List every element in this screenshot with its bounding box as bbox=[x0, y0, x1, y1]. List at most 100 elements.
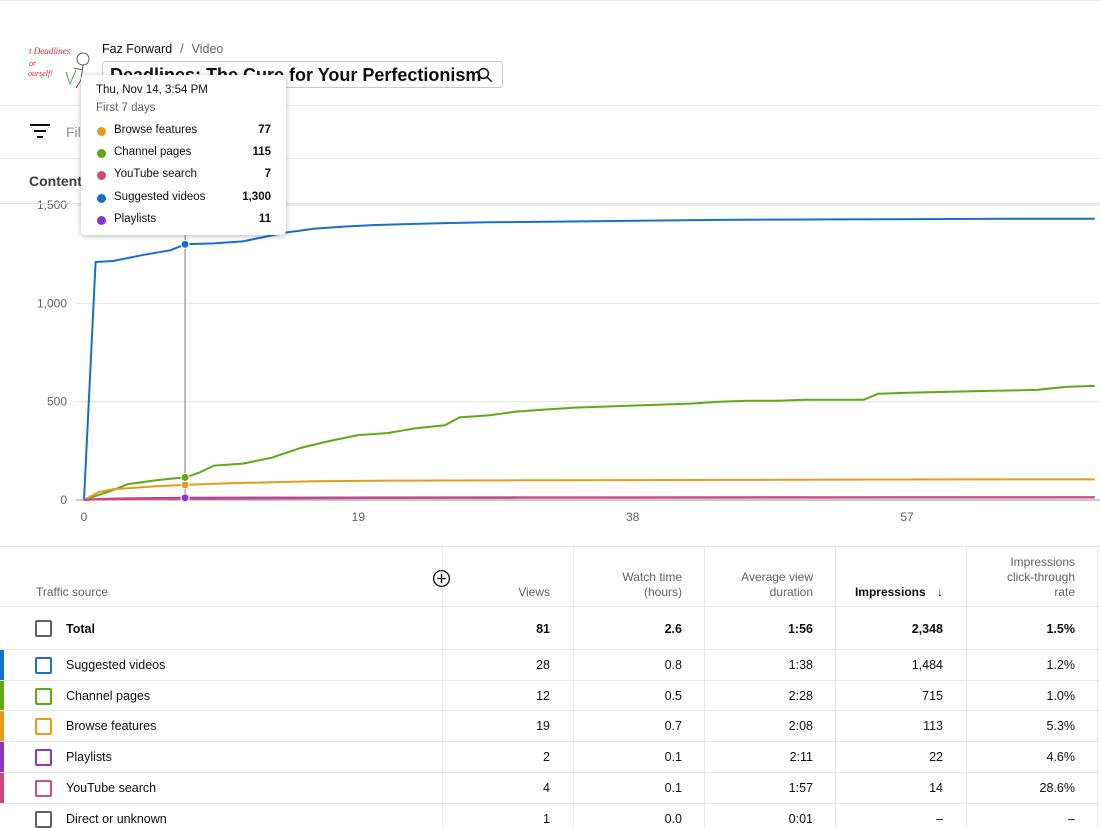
cell-views: 28 bbox=[536, 658, 550, 672]
cell-views: 4 bbox=[543, 780, 550, 795]
add-column-icon[interactable] bbox=[432, 569, 451, 588]
row-label: Browse features bbox=[66, 719, 157, 734]
cell-views: 19 bbox=[536, 719, 550, 734]
x-tick-label: 0 bbox=[81, 510, 88, 524]
cell-watch-time: 0.1 bbox=[664, 780, 682, 795]
cell-impressions: 2,348 bbox=[911, 622, 943, 636]
header-line: rate bbox=[1054, 585, 1075, 599]
column-divider bbox=[704, 546, 705, 828]
breadcrumb-channel[interactable]: Faz Forward bbox=[102, 42, 173, 56]
header-impressions[interactable]: Impressions ↓ bbox=[855, 585, 943, 600]
cell-ctr: 1.2% bbox=[1046, 658, 1076, 672]
table-row[interactable]: Playlists 2 0.1 2:11 22 4.6% bbox=[0, 741, 1100, 773]
cell-avg-duration: 2:08 bbox=[788, 719, 813, 734]
header-traffic-source[interactable]: Traffic source bbox=[36, 585, 109, 599]
row-checkbox[interactable] bbox=[35, 749, 52, 767]
header-watch-time[interactable]: Watch time (hours) bbox=[622, 570, 682, 600]
tooltip-row: Playlists 11 bbox=[96, 212, 271, 228]
header-line: Average view bbox=[741, 570, 813, 584]
series-line-channel-pages[interactable] bbox=[83, 384, 1095, 501]
svg-text:ourself!: ourself! bbox=[28, 69, 53, 78]
tooltip-label: Suggested videos bbox=[114, 191, 206, 203]
hover-point bbox=[180, 472, 190, 482]
y-tick-label: 500 bbox=[47, 395, 67, 409]
tooltip-label: YouTube search bbox=[114, 168, 197, 180]
cell-ctr: 28.6% bbox=[1039, 780, 1075, 795]
table-row-total[interactable]: Total 81 2.6 1:56 2,348 1.5% bbox=[0, 606, 1100, 649]
table-row[interactable]: Direct or unknown 1 0.0 0:01 – – bbox=[0, 802, 1100, 828]
row-color-bar bbox=[0, 650, 4, 680]
svg-text:t Deadlines: t Deadlines bbox=[29, 46, 71, 56]
tooltip-value: 1,300 bbox=[242, 191, 271, 203]
table-row[interactable]: Channel pages 12 0.5 2:28 715 1.0% bbox=[0, 679, 1100, 711]
series-line-youtube-search[interactable] bbox=[83, 496, 1095, 501]
y-tick-label: 0 bbox=[60, 493, 67, 507]
traffic-chart[interactable]: 0 500 1,000 1,500 0 19 38 57 bbox=[0, 195, 1100, 535]
header-line: (hours) bbox=[643, 585, 682, 599]
row-label: Total bbox=[66, 622, 95, 636]
row-label: YouTube search bbox=[66, 780, 157, 795]
column-divider bbox=[966, 546, 967, 828]
cell-views: 81 bbox=[536, 622, 550, 636]
series-line-suggested-videos[interactable] bbox=[83, 217, 1095, 501]
hover-point bbox=[180, 493, 190, 503]
x-tick-label: 38 bbox=[626, 510, 640, 524]
column-divider bbox=[442, 546, 443, 828]
row-label: Direct or unknown bbox=[66, 811, 167, 826]
cell-watch-time: 0.5 bbox=[664, 688, 682, 703]
header-line: Impressions bbox=[1010, 555, 1075, 569]
checkbox-total[interactable] bbox=[35, 620, 52, 637]
row-checkbox[interactable] bbox=[35, 657, 52, 674]
filter-icon[interactable] bbox=[30, 123, 50, 139]
cell-impressions: – bbox=[936, 811, 943, 826]
cell-avg-duration: 1:57 bbox=[788, 780, 813, 795]
header-ctr[interactable]: Impressions click-through rate bbox=[1007, 555, 1075, 600]
table-row[interactable]: Browse features 19 0.7 2:08 113 5.3% bbox=[0, 710, 1100, 742]
cell-ctr: – bbox=[1068, 811, 1075, 826]
video-thumbnail[interactable]: t Deadlines or ourself! bbox=[28, 42, 92, 92]
series-line-browse-features[interactable] bbox=[83, 478, 1095, 501]
sort-down-icon: ↓ bbox=[937, 585, 943, 599]
header-line: Watch time bbox=[622, 570, 682, 584]
cell-watch-time: 2.6 bbox=[664, 622, 682, 636]
tooltip-label: Channel pages bbox=[114, 146, 192, 158]
tooltip-row: Browse features 77 bbox=[96, 123, 271, 139]
cell-watch-time: 0.7 bbox=[664, 719, 682, 734]
hover-point bbox=[180, 239, 190, 249]
divider bbox=[0, 158, 1100, 159]
chart-top-border bbox=[0, 203, 1100, 204]
breadcrumb: Faz Forward / Video bbox=[102, 42, 223, 56]
legend-dot-channel bbox=[97, 149, 106, 158]
cell-avg-duration: 2:11 bbox=[789, 750, 813, 765]
top-border bbox=[0, 0, 1100, 1]
table-row[interactable]: YouTube search 4 0.1 1:57 14 28.6% bbox=[0, 771, 1100, 803]
table-row[interactable]: Suggested videos 28 0.8 1:38 1,484 1.2% bbox=[0, 649, 1100, 680]
chart-tooltip: Thu, Nov 14, 3:54 PM First 7 days Browse… bbox=[81, 75, 286, 235]
column-divider bbox=[573, 546, 574, 828]
search-icon[interactable] bbox=[476, 66, 494, 84]
tooltip-value: 115 bbox=[252, 146, 271, 158]
tooltip-value: 77 bbox=[258, 124, 271, 136]
row-checkbox[interactable] bbox=[35, 718, 52, 736]
cell-ctr: 1.5% bbox=[1046, 622, 1076, 636]
header-views[interactable]: Views bbox=[518, 585, 550, 599]
tooltip-value: 11 bbox=[258, 213, 271, 225]
column-divider bbox=[1097, 546, 1098, 828]
cell-impressions: 1,484 bbox=[911, 658, 943, 672]
cell-views: 1 bbox=[543, 811, 550, 826]
row-checkbox[interactable] bbox=[35, 779, 52, 797]
y-tick-label: 1,000 bbox=[37, 296, 67, 310]
row-label: Channel pages bbox=[66, 688, 151, 703]
y-tick-label: 1,500 bbox=[37, 198, 67, 212]
cell-ctr: 5.3% bbox=[1046, 719, 1076, 734]
tab-content[interactable]: Content bbox=[29, 173, 82, 189]
header-avg-view-duration[interactable]: Average view duration bbox=[741, 570, 813, 600]
breadcrumb-separator: / bbox=[180, 42, 184, 56]
cell-watch-time: 0.0 bbox=[664, 811, 682, 826]
tooltip-row: Channel pages 115 bbox=[96, 145, 271, 161]
row-checkbox[interactable] bbox=[35, 687, 52, 705]
row-checkbox[interactable] bbox=[35, 810, 52, 828]
row-label: Playlists bbox=[66, 750, 112, 765]
breadcrumb-current: Video bbox=[191, 42, 224, 56]
cell-avg-duration: 1:38 bbox=[788, 658, 813, 672]
